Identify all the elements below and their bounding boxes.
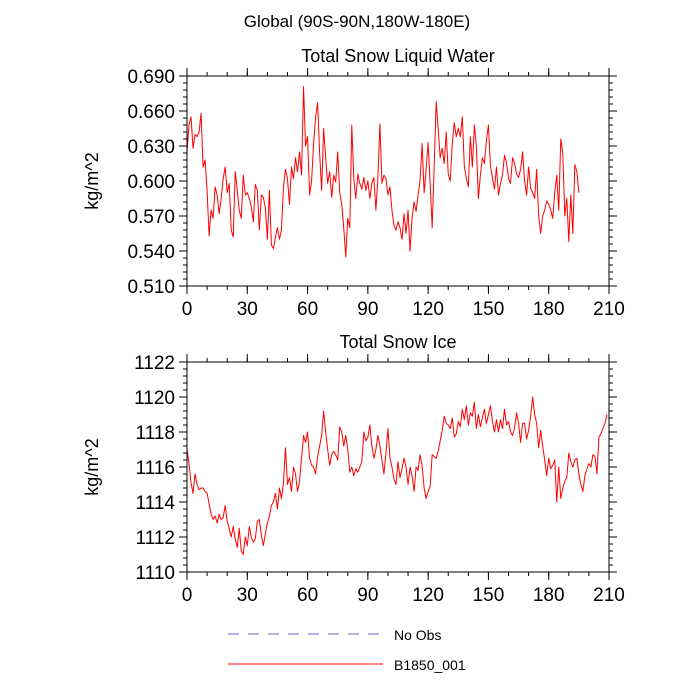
y-tick-label: 1112 xyxy=(136,528,175,549)
y-tick-label: 1122 xyxy=(134,353,175,374)
x-tick-label: 0 xyxy=(182,585,193,606)
y-tick-label: 0.540 xyxy=(127,242,175,263)
legend: No Obs B1850_001 xyxy=(228,627,466,673)
x-tick-label: 120 xyxy=(412,299,444,320)
region-title: Global (90S-90N,180W-180E) xyxy=(244,12,470,31)
legend-label-b1850-001: B1850_001 xyxy=(394,657,466,673)
y-tick-label: 1114 xyxy=(136,493,176,514)
y-tick-label: 0.600 xyxy=(127,172,175,193)
y-tick-label: 0.570 xyxy=(127,207,175,228)
x-tick-label: 90 xyxy=(357,299,378,320)
x-tick-label: 210 xyxy=(593,585,625,606)
y-axis-label: kg/m^2 xyxy=(82,152,102,209)
series-line-b1850-001 xyxy=(186,396,608,555)
plot-frame xyxy=(186,75,610,287)
x-tick-label: 120 xyxy=(412,585,444,606)
chart-title: Total Snow Ice xyxy=(339,332,456,352)
series-line-b1850-001 xyxy=(186,86,580,258)
y-tick-label: 1120 xyxy=(134,388,175,409)
panel-total-snow-liquid-water: Total Snow Liquid Water kg/m^2 0.510 0.540 0… xyxy=(82,46,625,320)
x-tick-label: 150 xyxy=(473,299,505,320)
x-tick-label: 180 xyxy=(533,585,565,606)
x-tick-label: 210 xyxy=(593,299,625,320)
y-tick-label: 1118 xyxy=(136,423,175,444)
x-tick-label: 90 xyxy=(357,585,378,606)
x-tick-label: 180 xyxy=(533,299,565,320)
plot-frame xyxy=(186,361,610,573)
y-tick-label: 1110 xyxy=(136,563,175,584)
x-tick-label: 0 xyxy=(182,299,193,320)
panel-total-snow-ice: Total Snow Ice kg/m^2 1110 1112 1114 1116 1118… xyxy=(82,332,625,606)
y-tick-label: 0.660 xyxy=(127,102,175,123)
y-tick-label: 1116 xyxy=(136,458,175,479)
x-tick-label: 30 xyxy=(237,585,258,606)
chart-title: Total Snow Liquid Water xyxy=(301,46,494,66)
y-tick-label: 0.630 xyxy=(127,137,175,158)
legend-label-no-obs: No Obs xyxy=(394,627,441,643)
y-tick-label: 0.690 xyxy=(127,67,175,88)
y-axis-label: kg/m^2 xyxy=(82,438,102,495)
x-tick-label: 30 xyxy=(237,299,258,320)
x-tick-label: 60 xyxy=(297,585,318,606)
x-tick-label: 60 xyxy=(297,299,318,320)
x-tick-label: 150 xyxy=(473,585,505,606)
y-tick-label: 0.510 xyxy=(127,277,175,298)
